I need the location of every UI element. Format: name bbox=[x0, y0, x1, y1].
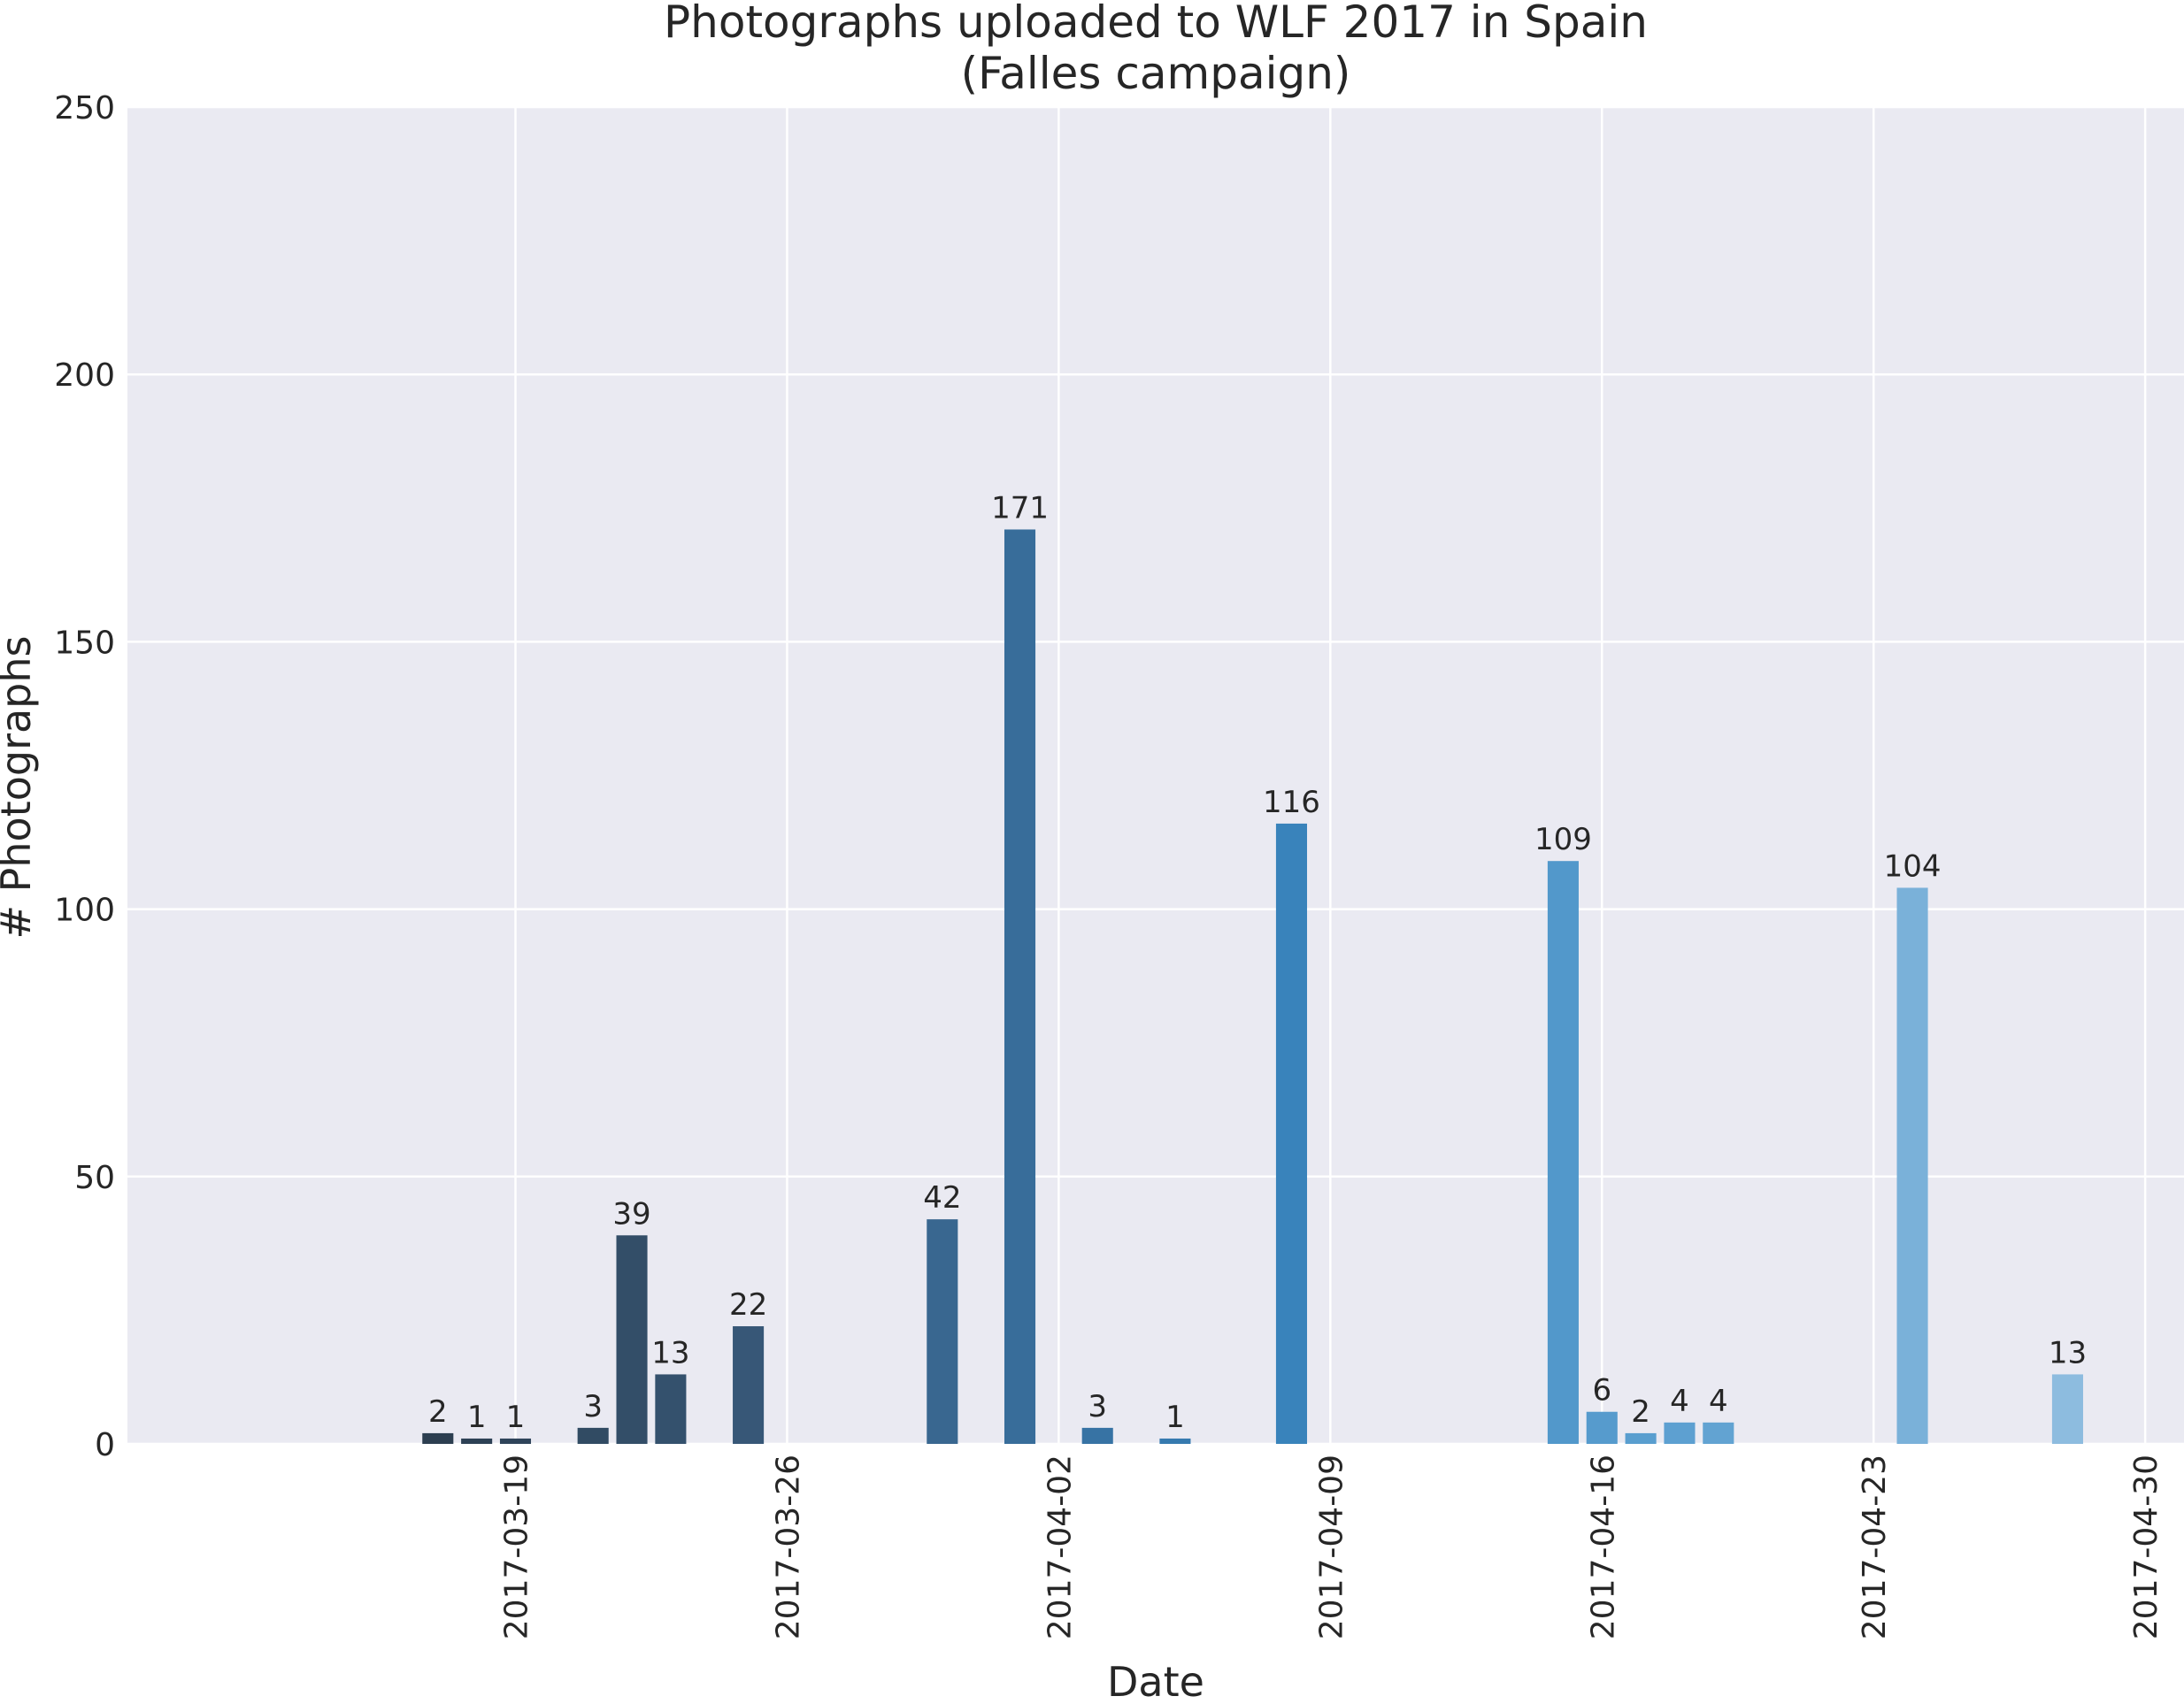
bar bbox=[1703, 1422, 1734, 1444]
bar-value-label: 6 bbox=[1592, 1373, 1611, 1408]
bar-value-label: 1 bbox=[506, 1400, 526, 1435]
bars bbox=[422, 529, 2083, 1444]
bar-value-label: 1 bbox=[467, 1400, 487, 1435]
x-tick-label: 2017-04-09 bbox=[1313, 1455, 1350, 1639]
bar bbox=[1159, 1438, 1191, 1444]
y-tick-label: 250 bbox=[54, 90, 115, 127]
bar bbox=[1625, 1432, 1657, 1444]
bar-value-label: 109 bbox=[1534, 822, 1592, 857]
bar-value-label: 104 bbox=[1884, 848, 1942, 884]
bar bbox=[1664, 1422, 1696, 1444]
bar bbox=[422, 1432, 454, 1444]
bar-value-label: 3 bbox=[1088, 1389, 1107, 1424]
bar bbox=[577, 1427, 609, 1444]
x-tick-label: 2017-03-19 bbox=[498, 1455, 534, 1639]
bar bbox=[1081, 1427, 1113, 1444]
y-axis-label: # Photographs bbox=[0, 635, 40, 939]
y-tick-label: 200 bbox=[54, 357, 115, 394]
bar bbox=[927, 1219, 958, 1444]
bar bbox=[616, 1235, 648, 1444]
bar bbox=[1275, 823, 1308, 1444]
bar bbox=[1547, 861, 1579, 1444]
x-tick-label: 2017-04-30 bbox=[2128, 1455, 2165, 1639]
bar-value-label: 171 bbox=[991, 490, 1049, 526]
grid-lines bbox=[127, 105, 2184, 1446]
bar bbox=[1586, 1411, 1618, 1444]
x-tick-label: 2017-04-16 bbox=[1585, 1455, 1621, 1639]
bar bbox=[655, 1374, 687, 1444]
bar bbox=[499, 1438, 532, 1444]
plot-area bbox=[127, 107, 2184, 1444]
bar-value-label: 4 bbox=[1670, 1384, 1689, 1419]
bar-value-label: 13 bbox=[651, 1335, 689, 1370]
x-tick-label: 2017-04-23 bbox=[1857, 1455, 1893, 1639]
bar-value-label: 1 bbox=[1165, 1400, 1185, 1435]
bar bbox=[461, 1438, 493, 1444]
bar bbox=[1896, 887, 1928, 1444]
bar-value-label: 4 bbox=[1709, 1384, 1728, 1419]
y-axis-ticks: 0 50 100 150 200 250 bbox=[54, 90, 115, 1463]
bar-value-label: 2 bbox=[1631, 1394, 1650, 1430]
y-tick-label: 100 bbox=[54, 893, 115, 929]
bar bbox=[733, 1326, 765, 1444]
y-tick-label: 150 bbox=[54, 625, 115, 661]
x-tick-label: 2017-03-26 bbox=[770, 1455, 806, 1639]
bar-value-label: 116 bbox=[1263, 785, 1320, 820]
y-tick-label: 50 bbox=[74, 1160, 115, 1196]
bar-value-label: 39 bbox=[612, 1196, 650, 1232]
bar bbox=[1004, 529, 1036, 1444]
x-tick-label: 2017-04-02 bbox=[1042, 1455, 1078, 1639]
chart-subtitle: (Falles campaign) bbox=[961, 48, 1351, 99]
x-axis-ticks: 2017-03-19 2017-03-26 2017-04-02 2017-04-09… bbox=[498, 1455, 2165, 1639]
y-tick-label: 0 bbox=[95, 1427, 115, 1463]
x-axis-label: Date bbox=[1107, 1658, 1204, 1704]
bar-value-label: 3 bbox=[583, 1389, 603, 1424]
bar-value-label: 22 bbox=[729, 1287, 767, 1323]
bar-value-label: 2 bbox=[428, 1394, 448, 1430]
bar-value-label: 13 bbox=[2049, 1335, 2087, 1370]
chart-title: Photographs uploaded to WLF 2017 in Spai… bbox=[664, 0, 1648, 48]
bar-value-label: 42 bbox=[923, 1180, 961, 1216]
bar bbox=[2051, 1374, 2083, 1444]
